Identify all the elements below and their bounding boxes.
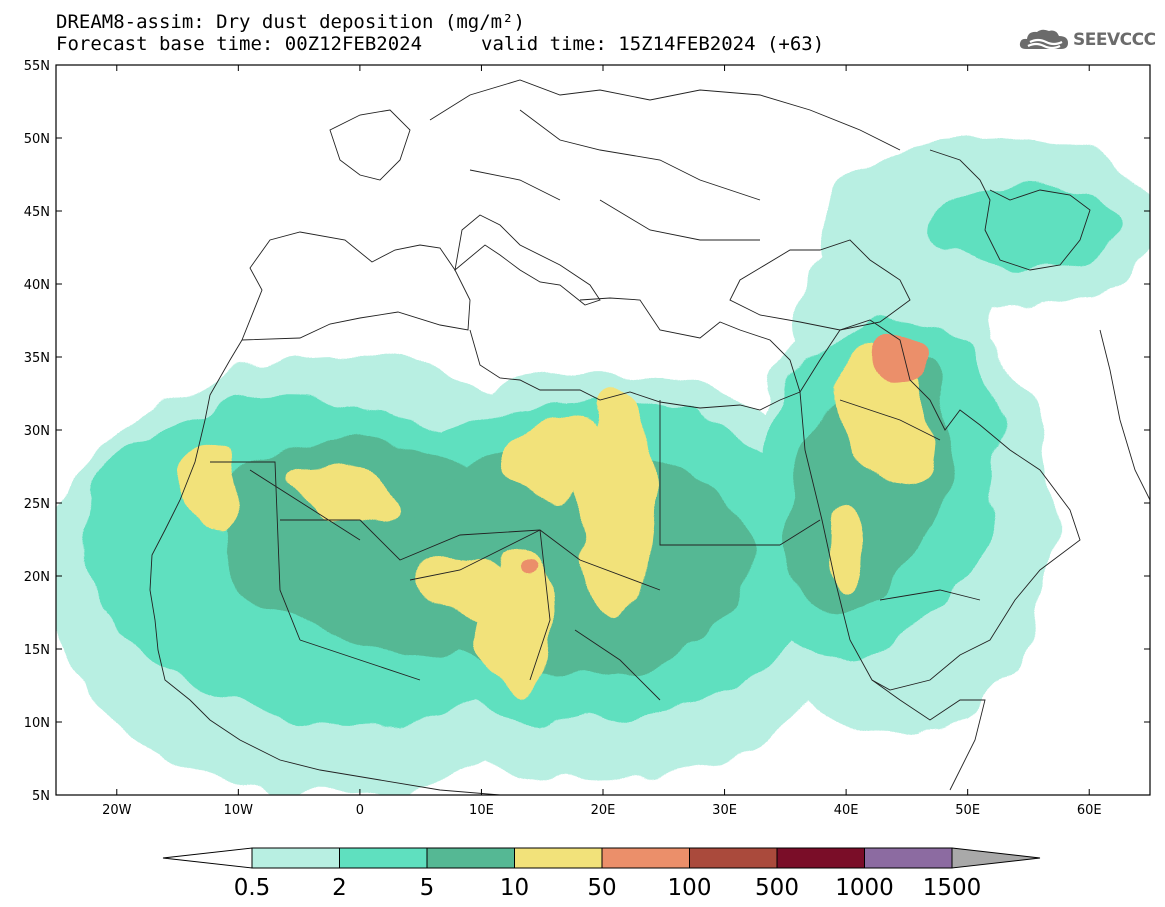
map-title: DREAM8-assim: Dry dust deposition (mg/m²…	[56, 11, 525, 33]
lat-label: 45N	[24, 205, 50, 220]
lat-label: 40N	[24, 278, 50, 293]
colorbar-box	[426, 847, 515, 869]
deposition-level-1	[931, 181, 1126, 270]
colorbar-label: 500	[755, 875, 799, 901]
lat-label: 50N	[24, 132, 50, 147]
lat-label: 55N	[24, 59, 50, 74]
deposition-level-3	[183, 444, 245, 533]
lat-label: 30N	[24, 424, 50, 439]
deposition-level-3	[291, 460, 404, 531]
colorbar-box	[514, 847, 603, 869]
colorbar-box	[251, 847, 340, 869]
lon-label: 50E	[955, 803, 980, 818]
lon-label: 30E	[712, 803, 737, 818]
colorbar-label: 0.5	[234, 875, 271, 901]
colorbar-label: 10	[500, 875, 529, 901]
seevccc-logo: SEEVCCC	[1018, 26, 1156, 54]
colorbar-under-arrow	[162, 847, 253, 869]
logo-text: SEEVCCC	[1073, 30, 1156, 50]
lat-label: 5N	[32, 789, 50, 804]
colorbar-box	[776, 847, 865, 869]
deposition-level-4	[520, 562, 540, 581]
forecast-times: Forecast base time: 00Z12FEB2024 valid ti…	[56, 33, 824, 55]
lon-label: 60E	[1077, 803, 1102, 818]
colorbar-label: 1000	[835, 875, 894, 901]
deposition-level-3	[481, 546, 555, 693]
lon-label: 10E	[469, 803, 494, 818]
colorbar-box	[689, 847, 778, 869]
lon-label: 20W	[102, 803, 132, 818]
deposition-level-3	[833, 346, 932, 484]
lat-label: 15N	[24, 643, 50, 658]
base-time: Forecast base time: 00Z12FEB2024	[56, 33, 423, 55]
colorbar-labels: 0.5 2 5 10 50 100 500 1000 1500	[234, 875, 982, 901]
colorbar-box	[339, 847, 428, 869]
lat-label: 10N	[24, 716, 50, 731]
colorbar-label: 1500	[923, 875, 982, 901]
lat-label: 35N	[24, 351, 50, 366]
cloud-icon	[1019, 29, 1068, 50]
lat-label: 20N	[24, 570, 50, 585]
valid-time: valid time: 15Z14FEB2024 (+63)	[481, 33, 825, 55]
colorbar-label: 5	[420, 875, 435, 901]
lat-label: 25N	[24, 497, 50, 512]
longitude-labels: 20W 10W 0 10E 20E 30E 40E 50E 60E	[102, 803, 1102, 818]
latitude-labels: 55N 50N 45N 40N 35N 30N 25N 20N 15N 10N 5N	[24, 59, 50, 804]
lon-label: 0	[356, 803, 364, 818]
lon-label: 40E	[834, 803, 859, 818]
deposition-level-3	[578, 386, 652, 620]
axis-ticks	[56, 64, 1150, 796]
deposition-level-3	[827, 503, 865, 591]
lon-label: 10W	[224, 803, 254, 818]
coastlines-and-borders	[149, 79, 1150, 795]
colorbar-box	[864, 847, 953, 869]
colorbar-label: 100	[668, 875, 712, 901]
colorbar-boxes	[251, 847, 953, 869]
colorbar-over-arrow	[951, 847, 1041, 869]
lon-label: 20E	[591, 803, 616, 818]
deposition-level-3	[505, 415, 603, 504]
colorbar-label: 50	[587, 875, 616, 901]
colorbar-label: 2	[332, 875, 347, 901]
colorbar-box	[601, 847, 690, 869]
deposition-field	[56, 138, 1150, 795]
